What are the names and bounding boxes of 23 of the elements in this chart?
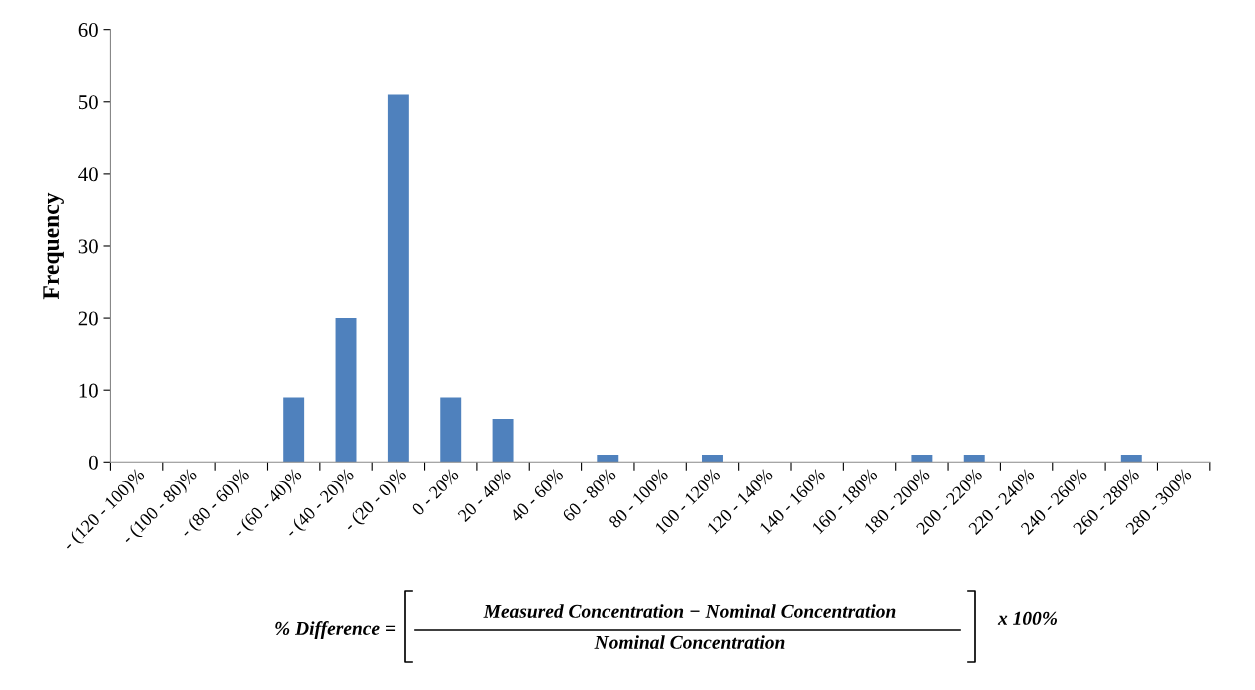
text: x 100% — [997, 611, 1057, 625]
bar — [963, 455, 985, 463]
x-axis-title: % Difference = — [275, 621, 396, 639]
text: Nominal Concentration — [594, 635, 785, 649]
y-tick-label: 50 — [79, 95, 98, 110]
y-tick-label: 30 — [78, 239, 98, 254]
bar — [440, 397, 462, 463]
y-tick-label: 10 — [79, 383, 98, 398]
bar — [1120, 455, 1142, 463]
bar — [911, 455, 933, 463]
y-tick-label: 40 — [78, 167, 98, 182]
bar — [492, 419, 514, 463]
bar — [335, 318, 357, 463]
text: Measured Concentration − Nominal Concentration — [483, 604, 896, 618]
bar — [387, 94, 409, 463]
bar — [597, 455, 619, 463]
bar — [283, 397, 305, 463]
x-tick-label: 20 - 40% — [457, 467, 512, 523]
y-tick-label: 0 — [89, 455, 98, 470]
bar — [702, 455, 723, 463]
y-tick-label: 60 — [78, 23, 98, 38]
y-tick-label: 20 — [78, 311, 98, 326]
y-axis-title: Frequency — [43, 192, 64, 300]
